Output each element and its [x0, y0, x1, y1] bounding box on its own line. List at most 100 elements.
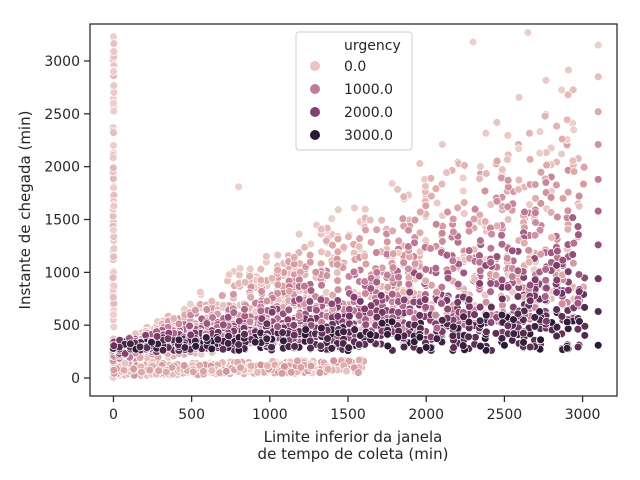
data-point — [593, 274, 603, 283]
data-point — [573, 298, 583, 308]
data-point — [145, 365, 154, 375]
data-point — [503, 131, 513, 140]
data-point — [109, 225, 118, 235]
data-point — [262, 296, 272, 306]
data-point — [333, 285, 343, 294]
data-point — [530, 180, 540, 189]
data-point — [383, 341, 393, 351]
data-point — [296, 363, 306, 372]
data-point — [568, 156, 578, 166]
data-point — [438, 316, 447, 325]
data-point — [497, 275, 507, 285]
data-point — [431, 220, 441, 229]
data-point — [421, 201, 431, 211]
data-point — [316, 341, 325, 351]
data-point — [530, 322, 540, 331]
y-axis-title: Instante de chegada (min) — [16, 111, 34, 310]
data-point — [207, 296, 217, 306]
data-point — [546, 193, 556, 202]
data-point — [399, 342, 409, 352]
data-point — [306, 343, 315, 353]
data-point — [218, 301, 228, 310]
legend-label: 1000.0 — [344, 82, 393, 98]
data-point — [558, 255, 568, 265]
data-point — [333, 234, 343, 244]
data-point — [306, 361, 316, 371]
data-point — [202, 319, 212, 328]
data-point — [277, 369, 287, 378]
data-point — [262, 252, 271, 261]
legend-title: urgency — [344, 38, 401, 54]
data-point — [464, 295, 474, 304]
data-point — [410, 259, 420, 269]
legend-label: 0.0 — [344, 59, 366, 75]
data-point — [475, 302, 485, 312]
data-point — [109, 341, 119, 350]
data-point — [327, 344, 336, 353]
plot-frame — [89, 23, 618, 397]
data-point — [480, 217, 490, 226]
legend-marker — [310, 84, 320, 94]
data-point — [487, 229, 496, 239]
data-point — [185, 321, 194, 331]
data-point — [491, 329, 501, 338]
data-point — [552, 261, 561, 270]
data-point — [317, 247, 326, 257]
data-point — [562, 115, 572, 125]
y-tick-label: 3000 — [44, 54, 80, 70]
data-point — [575, 317, 584, 326]
data-point — [410, 215, 420, 225]
data-point — [328, 290, 337, 300]
data-point — [558, 194, 568, 203]
data-point — [520, 238, 529, 248]
data-point — [354, 368, 363, 377]
data-point — [562, 343, 572, 353]
data-point — [354, 340, 364, 349]
data-point — [480, 186, 490, 196]
data-point — [557, 85, 566, 95]
data-point — [387, 179, 397, 188]
data-point — [322, 271, 332, 280]
data-point — [236, 363, 245, 372]
data-point — [520, 207, 529, 217]
data-point — [569, 258, 578, 268]
data-point — [492, 156, 502, 166]
data-point — [323, 334, 332, 343]
data-point — [415, 159, 425, 168]
data-point — [195, 361, 204, 370]
data-point — [410, 337, 419, 346]
data-point — [593, 40, 603, 50]
data-point — [530, 275, 540, 284]
y-tick-label: 2000 — [44, 160, 80, 176]
data-point — [476, 266, 485, 276]
data-point — [287, 368, 296, 377]
data-point — [240, 305, 249, 314]
data-point — [487, 302, 496, 312]
data-point — [137, 367, 146, 377]
data-point — [453, 203, 462, 213]
data-point — [443, 207, 452, 217]
data-point — [108, 273, 118, 282]
data-point — [174, 319, 184, 329]
data-point — [525, 342, 535, 352]
data-point — [497, 240, 507, 249]
data-point — [525, 200, 534, 209]
data-point — [513, 292, 523, 301]
data-point — [514, 185, 523, 194]
x-axis-title-line1: Limite inferior da janela — [264, 428, 443, 446]
data-point — [470, 310, 479, 319]
data-point — [427, 191, 436, 201]
data-point — [460, 209, 469, 218]
data-point — [535, 148, 544, 158]
data-point — [432, 198, 442, 208]
data-point — [593, 107, 603, 116]
data-point — [541, 265, 550, 274]
data-point — [453, 298, 462, 307]
data-point — [552, 275, 562, 285]
data-point — [563, 267, 573, 276]
data-point — [273, 280, 283, 290]
data-point — [459, 312, 468, 321]
data-point — [322, 236, 331, 246]
data-point — [354, 355, 364, 365]
